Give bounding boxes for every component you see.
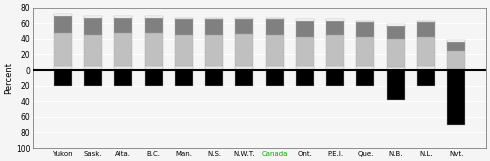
Bar <box>84 66 102 70</box>
Bar <box>447 40 465 42</box>
Bar <box>387 70 405 100</box>
Bar <box>54 66 72 70</box>
Bar <box>387 24 405 26</box>
Bar <box>54 33 72 66</box>
Bar <box>235 19 253 34</box>
Bar <box>296 21 314 37</box>
Bar <box>266 66 284 70</box>
Bar <box>356 70 374 86</box>
Bar <box>356 23 374 37</box>
Bar <box>54 16 72 33</box>
Bar <box>175 70 193 86</box>
Bar <box>326 35 344 66</box>
Bar <box>235 70 253 86</box>
Bar <box>387 67 405 70</box>
Bar <box>326 19 344 21</box>
Bar <box>114 16 132 18</box>
Bar <box>114 66 132 70</box>
Bar <box>114 33 132 66</box>
Bar <box>266 19 284 35</box>
Bar <box>417 70 435 86</box>
Bar <box>387 39 405 67</box>
Bar <box>417 23 435 37</box>
Bar <box>114 70 132 86</box>
Bar <box>417 37 435 66</box>
Y-axis label: Percent: Percent <box>4 62 13 94</box>
Bar <box>145 16 163 18</box>
Bar <box>447 42 465 51</box>
Bar <box>145 70 163 86</box>
Bar <box>266 18 284 19</box>
Bar <box>296 37 314 66</box>
Bar <box>447 51 465 68</box>
Bar <box>417 21 435 23</box>
Bar <box>296 66 314 70</box>
Bar <box>266 35 284 66</box>
Bar <box>145 18 163 33</box>
Bar <box>205 18 223 19</box>
Bar <box>54 14 72 16</box>
Bar <box>175 35 193 66</box>
Bar <box>84 35 102 66</box>
Bar <box>326 70 344 86</box>
Bar <box>326 21 344 35</box>
Bar <box>417 66 435 70</box>
Bar <box>175 19 193 35</box>
Bar <box>84 16 102 18</box>
Bar <box>266 70 284 86</box>
Bar <box>54 70 72 86</box>
Bar <box>205 35 223 66</box>
Bar <box>296 70 314 86</box>
Bar <box>205 70 223 86</box>
Bar <box>114 18 132 33</box>
Bar <box>84 70 102 86</box>
Bar <box>205 19 223 35</box>
Bar <box>447 70 465 125</box>
Bar <box>356 21 374 23</box>
Bar <box>356 66 374 70</box>
Bar <box>175 18 193 19</box>
Bar <box>84 18 102 35</box>
Bar <box>296 19 314 21</box>
Bar <box>205 66 223 70</box>
Bar <box>145 33 163 66</box>
Bar <box>235 18 253 19</box>
Bar <box>175 66 193 70</box>
Bar <box>356 37 374 66</box>
Bar <box>447 68 465 70</box>
Bar <box>145 66 163 70</box>
Bar <box>387 26 405 39</box>
Bar <box>235 66 253 70</box>
Bar <box>326 66 344 70</box>
Bar <box>235 34 253 66</box>
